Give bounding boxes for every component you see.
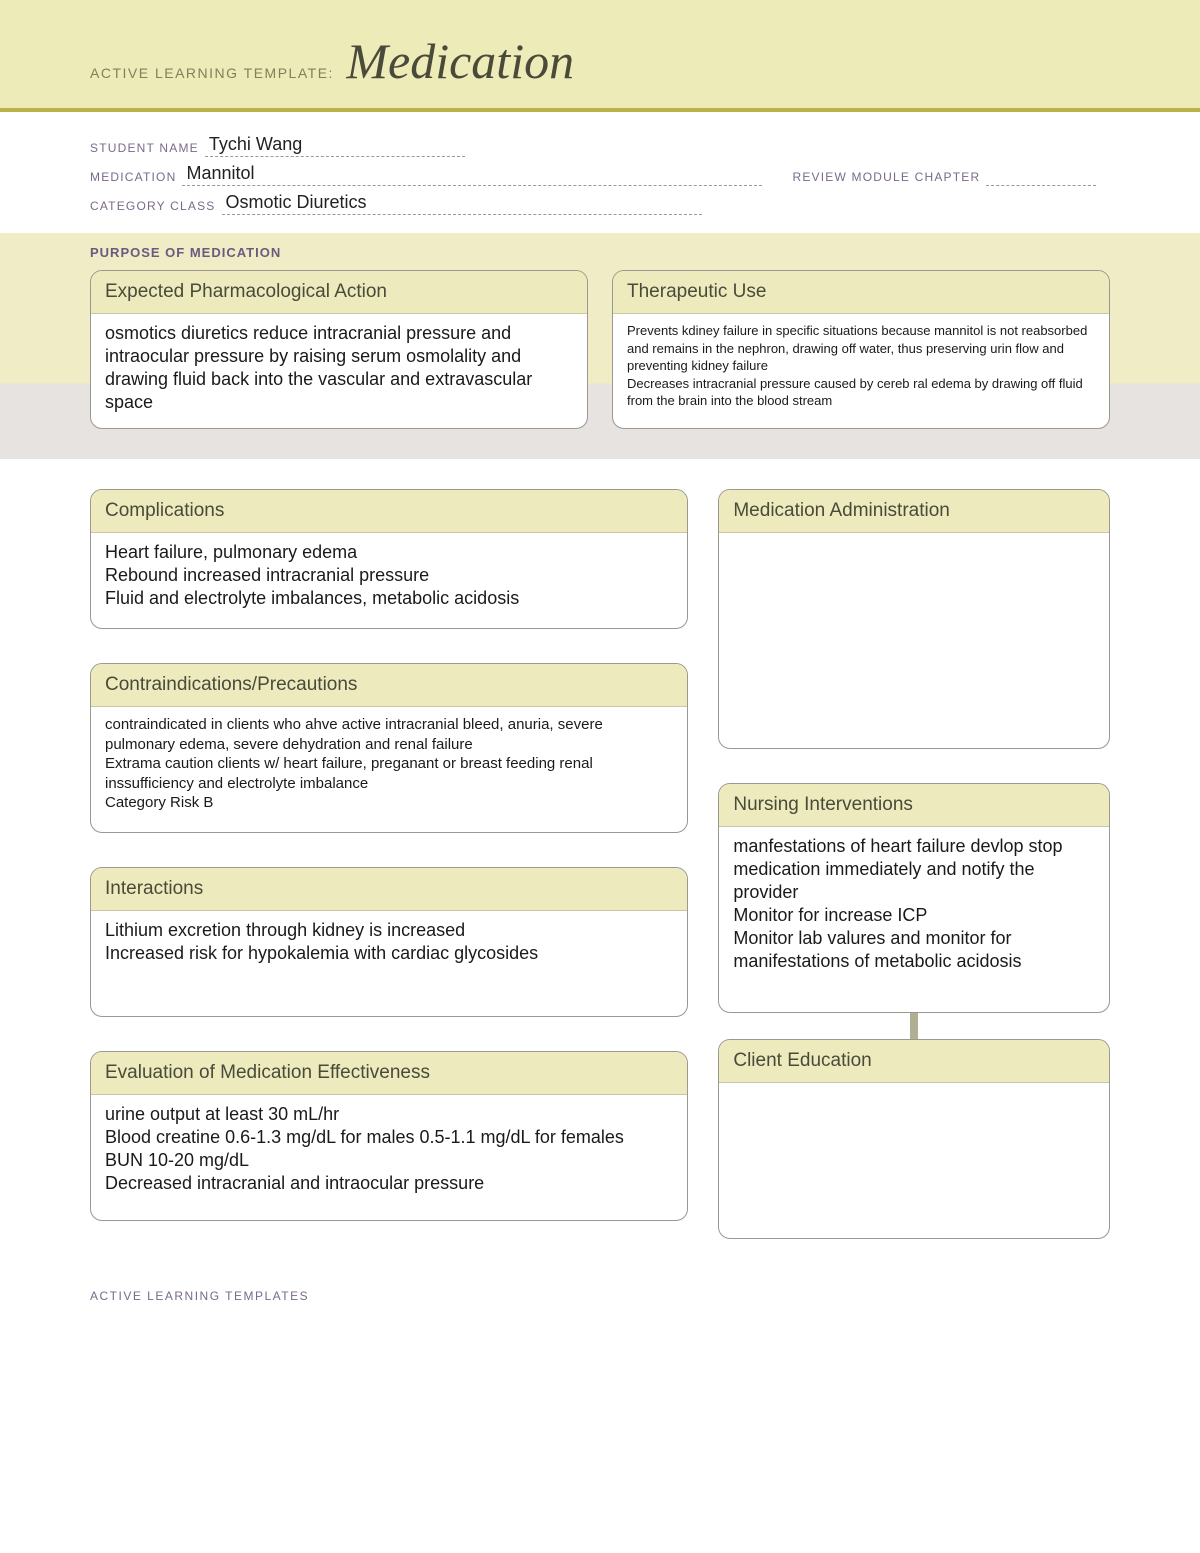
lower-grid: Complications Heart failure, pulmonary e… <box>0 459 1200 1239</box>
client-education-title: Client Education <box>719 1040 1109 1083</box>
banner-label: ACTIVE LEARNING TEMPLATE: <box>90 65 334 81</box>
contraindications-title: Contraindications/Precautions <box>91 664 687 707</box>
category-class-label: CATEGORY CLASS <box>90 199 216 215</box>
client-education-card: Client Education <box>718 1039 1110 1239</box>
connector-line <box>910 1013 918 1039</box>
purpose-section-title: PURPOSE OF MEDICATION <box>0 233 1200 270</box>
pharmacological-action-card: Expected Pharmacological Action osmotics… <box>90 270 588 429</box>
medication-label: MEDICATION <box>90 170 176 186</box>
complications-card: Complications Heart failure, pulmonary e… <box>90 489 688 629</box>
therapeutic-use-text: Prevents kdiney failure in specific situ… <box>613 314 1109 424</box>
review-chapter-value[interactable] <box>986 164 1096 186</box>
nursing-interventions-text: manfestations of heart failure devlop st… <box>719 827 1109 987</box>
evaluation-text: urine output at least 30 mL/hr Blood cre… <box>91 1095 687 1209</box>
client-education-text <box>719 1083 1109 1193</box>
purpose-section: PURPOSE OF MEDICATION Expected Pharmacol… <box>0 233 1200 459</box>
interactions-text: Lithium excretion through kidney is incr… <box>91 911 687 979</box>
nursing-interventions-title: Nursing Interventions <box>719 784 1109 827</box>
therapeutic-use-card: Therapeutic Use Prevents kdiney failure … <box>612 270 1110 429</box>
complications-text: Heart failure, pulmonary edema Rebound i… <box>91 533 687 624</box>
category-class-value[interactable]: Osmotic Diuretics <box>222 192 702 215</box>
medication-administration-text <box>719 533 1109 643</box>
evaluation-card: Evaluation of Medication Effectiveness u… <box>90 1051 688 1221</box>
review-chapter-label: REVIEW MODULE CHAPTER <box>792 170 980 186</box>
student-name-value[interactable]: Tychi Wang <box>205 134 465 157</box>
left-column: Complications Heart failure, pulmonary e… <box>90 489 688 1239</box>
interactions-title: Interactions <box>91 868 687 911</box>
contraindications-card: Contraindications/Precautions contraindi… <box>90 663 688 833</box>
footer-text: ACTIVE LEARNING TEMPLATES <box>0 1239 1200 1333</box>
medication-administration-title: Medication Administration <box>719 490 1109 533</box>
evaluation-title: Evaluation of Medication Effectiveness <box>91 1052 687 1095</box>
banner-title: Medication <box>346 32 574 90</box>
medication-value[interactable]: Mannitol <box>182 163 762 186</box>
student-name-label: STUDENT NAME <box>90 141 199 157</box>
complications-title: Complications <box>91 490 687 533</box>
medication-administration-card: Medication Administration <box>718 489 1110 749</box>
template-banner: ACTIVE LEARNING TEMPLATE: Medication <box>0 0 1200 112</box>
nursing-interventions-card: Nursing Interventions manfestations of h… <box>718 783 1110 1013</box>
therapeutic-use-title: Therapeutic Use <box>613 271 1109 314</box>
header-fields: STUDENT NAME Tychi Wang MEDICATION Manni… <box>0 112 1200 215</box>
contraindications-text: contraindicated in clients who ahve acti… <box>91 707 687 827</box>
pharmacological-action-text: osmotics diuretics reduce intracranial p… <box>91 314 587 428</box>
pharmacological-action-title: Expected Pharmacological Action <box>91 271 587 314</box>
right-column: Medication Administration Nursing Interv… <box>718 489 1110 1239</box>
interactions-card: Interactions Lithium excretion through k… <box>90 867 688 1017</box>
